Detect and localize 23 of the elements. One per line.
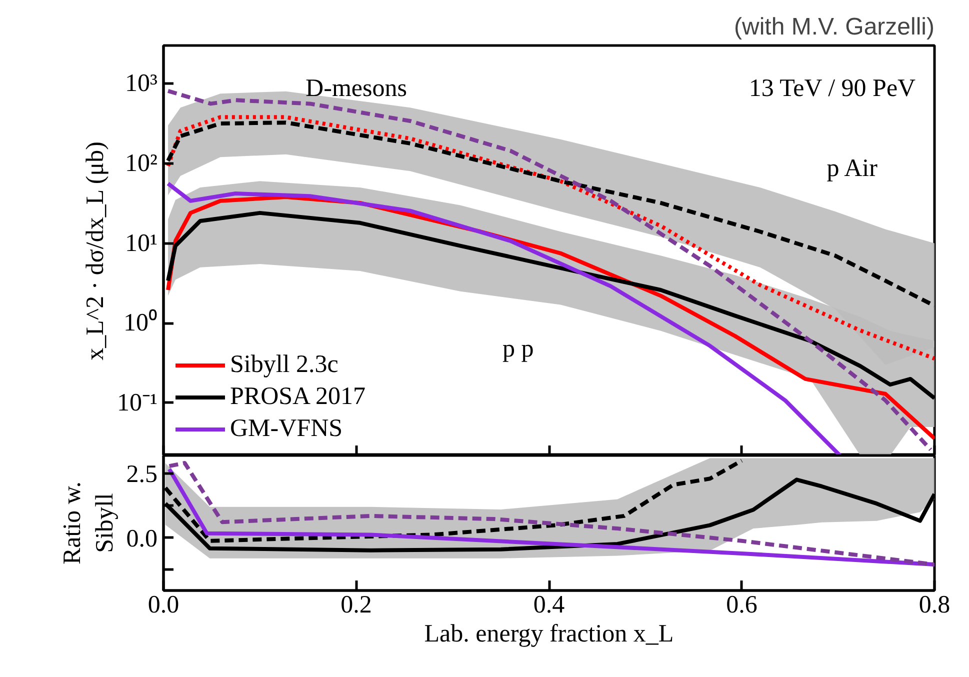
y-axis-title: x_L^2 · dσ/dx_L (μb) bbox=[82, 142, 110, 360]
legend-label: GM-VFNS bbox=[230, 415, 343, 443]
y-tick-label: 10¹ bbox=[125, 230, 158, 257]
annotation: D-mesons bbox=[306, 75, 407, 102]
legend-label: PROSA 2017 bbox=[230, 383, 366, 411]
x-tick-label: 0.0 bbox=[148, 592, 180, 618]
annotation: p p bbox=[502, 335, 534, 362]
x-tick-label: 0.8 bbox=[918, 592, 950, 618]
y-tick-label: 2.5 bbox=[126, 461, 158, 488]
y-tick-label: 10⁰ bbox=[124, 308, 158, 337]
annotation: p Air bbox=[826, 155, 878, 182]
y-axis-title: Ratio w. Sibyll bbox=[58, 481, 118, 565]
x-tick-label: 0.4 bbox=[533, 592, 566, 618]
annotation: 13 TeV / 90 PeV bbox=[748, 75, 916, 102]
x-axis-title: Lab. energy fraction x_L bbox=[424, 620, 674, 648]
legend-label: Sibyll 2.3c bbox=[230, 351, 338, 379]
x-tick-label: 0.6 bbox=[726, 592, 758, 618]
x-tick-label: 0.2 bbox=[340, 592, 372, 618]
chart-subtitle: (with M.V. Garzelli) bbox=[734, 14, 934, 40]
y-tick-label: 10⁻¹ bbox=[117, 389, 158, 416]
y-tick-label: 10² bbox=[125, 150, 158, 177]
y-tick-label: 0.0 bbox=[126, 525, 158, 552]
y-tick-label: 10³ bbox=[125, 70, 158, 98]
